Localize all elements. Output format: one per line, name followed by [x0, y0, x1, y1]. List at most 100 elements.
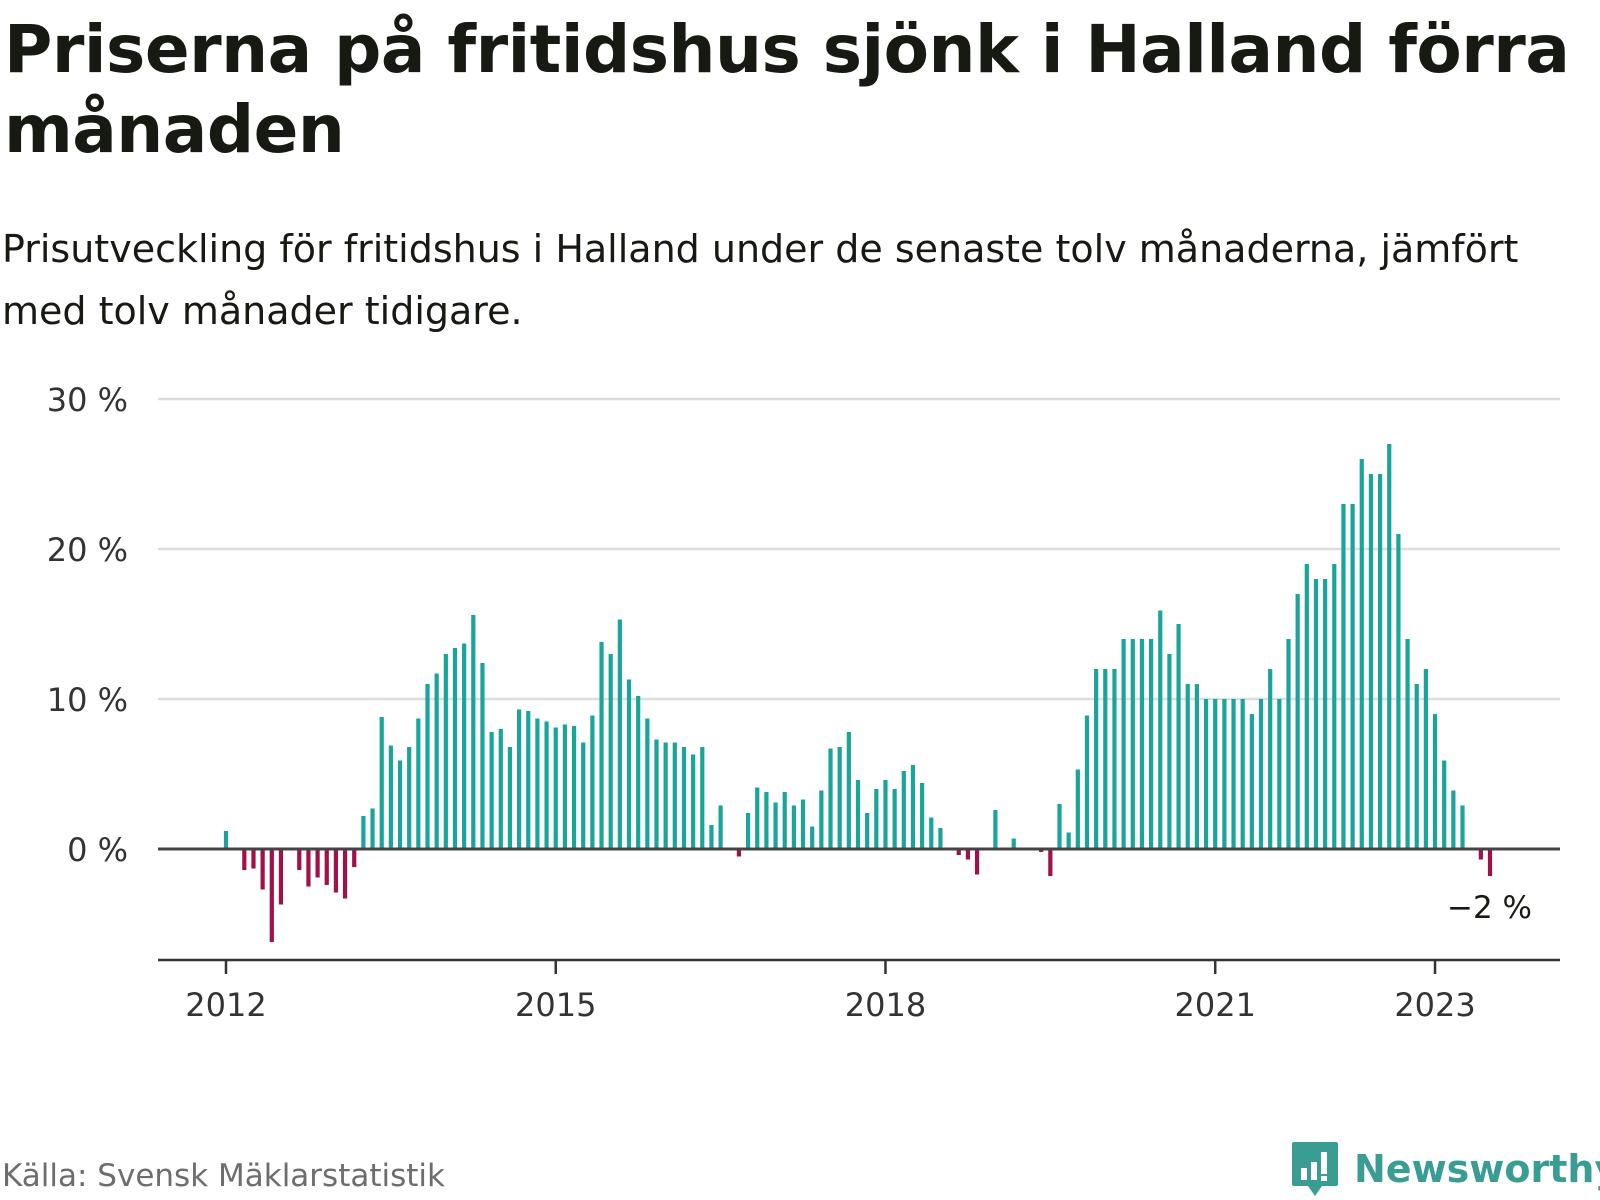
bar	[498, 729, 503, 849]
bar	[1268, 669, 1273, 849]
bar	[1094, 669, 1099, 849]
bar	[718, 805, 723, 849]
bar	[1258, 699, 1264, 849]
bar	[929, 817, 934, 849]
bar	[800, 799, 806, 849]
x-tick-label: 2021	[1174, 986, 1255, 1024]
bar	[846, 732, 851, 849]
bar	[1478, 849, 1483, 860]
bar	[471, 615, 476, 849]
bar	[434, 673, 439, 849]
bar	[562, 724, 567, 849]
bar	[865, 813, 870, 849]
bar	[1185, 684, 1190, 849]
bar	[1350, 504, 1355, 849]
bar	[1203, 699, 1209, 849]
bar	[837, 747, 842, 849]
bar	[1075, 769, 1080, 849]
bar	[489, 732, 494, 849]
y-axis-ticks: 0 % 10 % 20 % 30 %	[47, 381, 128, 869]
bar	[1405, 639, 1410, 849]
bar	[553, 727, 558, 849]
bar	[755, 787, 760, 849]
bar	[535, 718, 540, 849]
bar	[599, 642, 604, 849]
bar	[1432, 714, 1438, 849]
bar	[993, 810, 998, 849]
bar	[1121, 639, 1126, 849]
bar	[819, 790, 824, 849]
bar	[974, 849, 980, 875]
y-tick-label: 0 %	[67, 831, 128, 869]
bar	[370, 808, 375, 849]
bar	[1167, 654, 1172, 849]
bar	[443, 654, 448, 849]
bar	[397, 760, 403, 849]
bar	[517, 709, 522, 849]
bar	[1396, 534, 1401, 849]
bar	[306, 849, 311, 887]
bar	[855, 780, 861, 849]
bar	[1130, 639, 1135, 849]
brand-name: Newsworthy	[1354, 1147, 1600, 1191]
bar	[1487, 849, 1493, 876]
bar	[251, 849, 256, 869]
bar	[361, 816, 366, 849]
bar	[901, 771, 906, 849]
bar	[791, 805, 796, 849]
bar	[1377, 474, 1383, 849]
bar	[1139, 639, 1145, 849]
bar	[663, 742, 668, 849]
bar	[617, 619, 622, 849]
bar	[1341, 504, 1346, 849]
bar	[581, 742, 586, 849]
bar	[636, 696, 641, 849]
bar	[242, 849, 247, 870]
bar	[1176, 624, 1181, 849]
bar	[269, 849, 274, 942]
bar	[709, 825, 714, 849]
last-value-label: −2 %	[1447, 890, 1532, 926]
bar	[938, 828, 943, 849]
bar	[1460, 805, 1465, 849]
bar	[260, 849, 265, 890]
bar	[1011, 838, 1016, 849]
source-note: Källa: Svensk Mäklarstatistik	[2, 1158, 445, 1194]
bar	[1387, 444, 1392, 849]
bar	[700, 747, 705, 849]
chart-subtitle: Prisutveckling för fritidshus i Halland …	[2, 227, 1519, 333]
bar-chart-speech-bubble-icon	[1292, 1142, 1338, 1196]
y-tick-label: 10 %	[47, 681, 128, 719]
bar	[462, 643, 467, 849]
bar	[1158, 610, 1163, 849]
bar	[324, 849, 329, 885]
bar	[590, 715, 595, 849]
bar	[956, 849, 961, 855]
bar	[1323, 579, 1328, 849]
bar	[452, 648, 458, 849]
grid-lines	[158, 397, 1560, 701]
bar	[1249, 714, 1254, 849]
bar	[507, 747, 513, 849]
bar	[571, 726, 577, 849]
bar	[681, 747, 687, 849]
bar	[626, 679, 632, 849]
bar	[828, 748, 833, 849]
bar	[379, 717, 384, 849]
bar	[672, 742, 677, 849]
bar	[1048, 849, 1053, 876]
bar	[1057, 804, 1062, 849]
x-tick-label: 2023	[1394, 986, 1475, 1024]
bar	[1332, 564, 1337, 849]
brand[interactable]: Newsworthy	[1290, 1140, 1600, 1198]
bar	[654, 739, 659, 849]
x-axis-ticks: 2012 2015 2018 2021 2023	[185, 960, 1476, 1024]
bar	[416, 718, 421, 849]
bar	[1222, 699, 1227, 849]
bar	[691, 754, 696, 849]
bar	[1103, 669, 1108, 849]
bars	[223, 444, 1493, 942]
bar	[544, 721, 549, 849]
bar-chart: 0 % 10 % 20 % 30 % 2012 2015 2018 2021 2023 −2 …	[47, 381, 1560, 1024]
bar	[1194, 684, 1199, 849]
